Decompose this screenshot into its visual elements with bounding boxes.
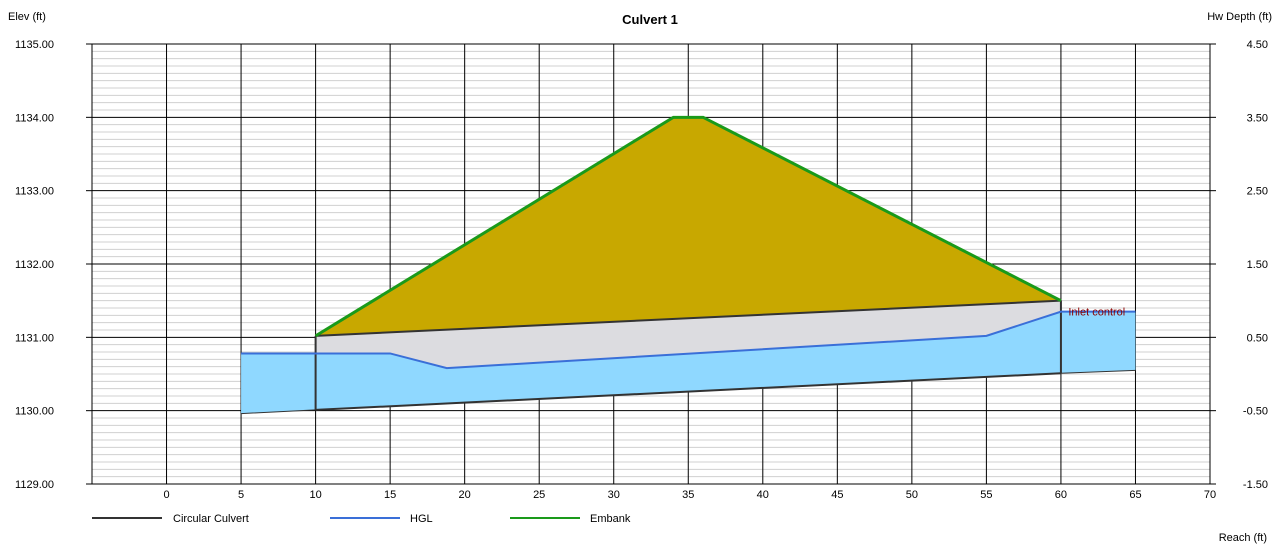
x-tick-label: 15 [384, 489, 396, 501]
series-lines: Inlet control [241, 115, 1136, 415]
y-tick-label-left: 1134.00 [15, 112, 54, 124]
x-tick-label: 60 [1055, 489, 1067, 501]
y-tick-label-right: 1.50 [1247, 259, 1268, 271]
x-tick-label: 45 [831, 489, 843, 501]
y-tick-label-left: 1132.00 [15, 259, 54, 271]
y-tick-label-right: -0.50 [1243, 406, 1268, 418]
chart-title: Culvert 1 [622, 12, 678, 27]
x-tick-label: 70 [1204, 489, 1216, 501]
y-tick-label-right: -1.50 [1243, 479, 1268, 491]
embankment-fill [315, 117, 1061, 336]
legend-label-hgl: HGL [410, 513, 433, 525]
y-tick-label-left: 1131.00 [15, 332, 54, 344]
y-tick-label-left: 1129.00 [15, 479, 54, 491]
y-tick-label-left: 1130.00 [15, 406, 54, 418]
x-tick-label: 35 [682, 489, 694, 501]
y-axis-right-label: Hw Depth (ft) [1207, 11, 1272, 23]
y-tick-label-right: 3.50 [1247, 112, 1268, 124]
y-tick-label-left: 1133.00 [15, 186, 54, 198]
x-tick-label: 0 [163, 489, 169, 501]
x-tick-label: 40 [757, 489, 769, 501]
hgl-line [241, 310, 1136, 370]
y-axis-left-label: Elev (ft) [8, 11, 46, 23]
axes: 1129.00 1130.00 1131.00 1132.00 1133.00 1134.… [15, 39, 1268, 501]
culvert-crown-line [315, 299, 1061, 337]
embankment-line [314, 115, 1062, 338]
inlet-control-annotation: Inlet control [1068, 307, 1125, 319]
x-tick-label: 50 [906, 489, 918, 501]
y-tick-label-left: 1135.00 [15, 39, 54, 51]
x-tick-label: 5 [238, 489, 244, 501]
x-tick-label: 20 [459, 489, 471, 501]
water-fill [241, 311, 1136, 414]
x-tick-label: 55 [980, 489, 992, 501]
y-tick-label-right: 2.50 [1247, 186, 1268, 198]
legend-label-embank: Embank [590, 513, 631, 525]
x-tick-label: 65 [1129, 489, 1141, 501]
legend: Circular Culvert HGL Embank [92, 513, 631, 525]
x-tick-label: 25 [533, 489, 545, 501]
x-tick-label: 30 [608, 489, 620, 501]
y-tick-label-right: 4.50 [1247, 39, 1268, 51]
legend-label-culvert: Circular Culvert [173, 513, 249, 525]
x-axis-label: Reach (ft) [1219, 532, 1267, 544]
channel-bed-line [241, 369, 1136, 415]
x-tick-label: 10 [309, 489, 321, 501]
y-tick-label-right: 0.50 [1247, 332, 1268, 344]
